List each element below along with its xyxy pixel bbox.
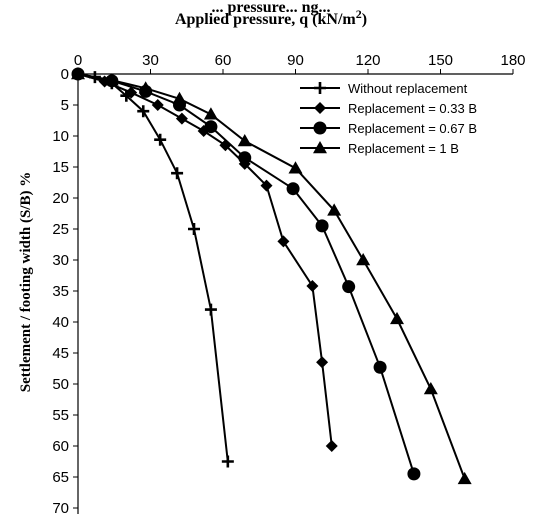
- triangle-marker: [313, 141, 327, 154]
- chart-title-text: Applied pressure, q (kN/m: [175, 11, 356, 28]
- y-tick-labels: 0 5 10 15 20 25 30 35 40 45 50 55 60 65 70: [52, 66, 69, 514]
- x-tick-label: 120: [355, 52, 380, 69]
- triangle-marker: [457, 471, 472, 485]
- diamond-marker: [197, 125, 210, 138]
- legend-label: Replacement = 0.67 B: [348, 121, 477, 136]
- x-tick-label: 0: [74, 52, 82, 69]
- y-tick-label: 35: [52, 283, 69, 300]
- legend-label: Without replacement: [348, 81, 468, 96]
- chart-title-partial: ... pressure... ng...: [212, 0, 331, 16]
- x-tick-label: 30: [142, 52, 159, 69]
- diamond-marker: [314, 102, 326, 114]
- x-tick-label: 180: [500, 52, 525, 69]
- triangle-marker: [138, 81, 153, 94]
- legend-item: Replacement = 0.67 B: [300, 121, 477, 136]
- legend-item: Replacement = 1 B: [300, 141, 459, 156]
- y-tick-label: 65: [52, 469, 69, 486]
- y-tick-label: 15: [52, 159, 69, 176]
- y-tick-label: 40: [52, 314, 69, 331]
- triangle-marker: [172, 91, 187, 105]
- legend-label: Replacement = 0.33 B: [348, 101, 477, 116]
- x-tick-label: 60: [215, 52, 232, 69]
- series-line: [77, 73, 466, 480]
- circle-marker: [313, 121, 327, 135]
- legend-item: Replacement = 0.33 B: [300, 101, 477, 116]
- diamond-marker: [277, 235, 290, 248]
- diamond-marker: [306, 280, 319, 293]
- legend-item: Without replacement: [300, 81, 468, 96]
- x-tick-label: 90: [287, 52, 304, 69]
- triangle-marker: [423, 381, 438, 395]
- diamond-marker: [125, 86, 138, 99]
- x-tick-label: 150: [428, 52, 453, 69]
- diamond-marker: [316, 356, 329, 369]
- plus-marker: [314, 82, 326, 94]
- y-tick-label: 25: [52, 221, 69, 238]
- plus-marker: [204, 303, 217, 316]
- plus-marker: [137, 105, 150, 118]
- plus-marker: [154, 133, 167, 146]
- y-tick-label: 55: [52, 407, 69, 424]
- chart-title: Applied pressure, q (kN/m2): [175, 7, 367, 28]
- y-tick-label: 5: [61, 97, 69, 114]
- legend: Without replacement Replacement = 0.33 B R…: [300, 81, 477, 156]
- triangle-marker: [390, 311, 404, 325]
- plus-marker: [171, 167, 184, 180]
- triangle-marker: [327, 203, 342, 216]
- triangle-marker: [237, 133, 252, 147]
- series: [71, 67, 472, 485]
- plus-marker: [221, 455, 234, 468]
- diamond-marker: [260, 179, 273, 192]
- y-tick-label: 45: [52, 345, 69, 362]
- plus-marker: [188, 223, 200, 235]
- x-tick-labels: 0 30 60 90 120 150 180: [74, 52, 526, 69]
- circle-marker: [204, 120, 218, 134]
- y-axis-label: Settlement / footing width (S/B) %: [18, 172, 34, 392]
- diamond-marker: [151, 99, 164, 111]
- triangle-marker: [203, 107, 218, 120]
- circle-marker: [315, 219, 329, 233]
- y-tick-label: 50: [52, 376, 69, 393]
- triangle-marker: [104, 73, 119, 86]
- triangle-marker: [71, 67, 85, 80]
- y-tick-label: 30: [52, 252, 69, 269]
- circle-marker: [286, 182, 300, 196]
- circle-marker: [407, 467, 421, 481]
- circle-marker: [373, 360, 387, 374]
- diamond-marker: [175, 112, 188, 125]
- y-tick-label: 60: [52, 438, 69, 455]
- y-tick-label: 0: [61, 66, 69, 83]
- triangle-marker: [288, 161, 303, 174]
- triangle-marker: [356, 253, 371, 266]
- y-tick-label: 20: [52, 190, 69, 207]
- series-4: [71, 67, 472, 485]
- legend-label: Replacement = 1 B: [348, 141, 459, 156]
- diamond-marker: [325, 440, 338, 452]
- circle-marker: [342, 280, 356, 294]
- y-tick-label: 10: [52, 128, 69, 145]
- chart-title-sup: 2: [356, 7, 362, 21]
- circle-marker: [238, 151, 252, 165]
- y-tick-label: 70: [52, 500, 69, 514]
- chart-title-end: ): [362, 11, 367, 28]
